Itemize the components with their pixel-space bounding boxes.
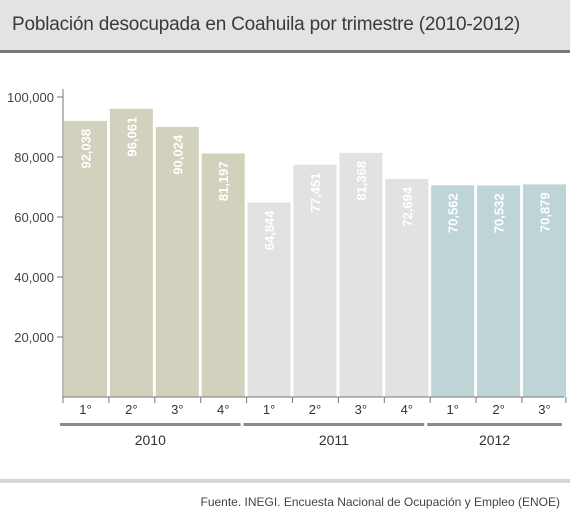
value-label: 92,038 bbox=[79, 129, 94, 169]
y-tick-label: 80,000 bbox=[14, 150, 54, 165]
y-tick-label: 20,000 bbox=[14, 330, 54, 345]
source-note: Fuente. INEGI. Encuesta Nacional de Ocup… bbox=[200, 495, 560, 509]
bar bbox=[523, 184, 566, 397]
bar bbox=[385, 178, 429, 397]
value-label: 72,694 bbox=[400, 186, 415, 227]
value-label: 70,562 bbox=[446, 193, 461, 233]
bar bbox=[247, 202, 291, 397]
bar bbox=[431, 185, 475, 397]
bar bbox=[293, 164, 337, 397]
x-tick-label: 1° bbox=[263, 402, 275, 417]
value-label: 70,532 bbox=[492, 193, 507, 233]
title-band: Población desocupada en Coahuila por tri… bbox=[0, 0, 570, 53]
x-tick-label: 3° bbox=[355, 402, 367, 417]
x-tick-label: 1° bbox=[446, 402, 458, 417]
footer-band: Fuente. INEGI. Encuesta Nacional de Ocup… bbox=[0, 479, 570, 524]
y-tick-label: 60,000 bbox=[14, 210, 54, 225]
x-axis: 1° 2° 3° 4° 1° 2° 3° 4° 1° 2° 3° 2010 2011 2012 bbox=[60, 396, 567, 448]
x-tick-label: 4° bbox=[217, 402, 229, 417]
group-bracket bbox=[243, 423, 425, 426]
group-label: 2010 bbox=[135, 432, 166, 448]
bar bbox=[201, 153, 245, 397]
bar bbox=[339, 152, 383, 397]
bar bbox=[64, 120, 107, 398]
value-label: 64,844 bbox=[262, 210, 277, 251]
bar bbox=[109, 108, 153, 397]
group-label: 2012 bbox=[479, 432, 510, 448]
group-bracket bbox=[427, 423, 562, 426]
group-label: 2011 bbox=[319, 432, 349, 448]
x-tick-label: 3° bbox=[538, 402, 550, 417]
value-label: 77,451 bbox=[308, 173, 323, 213]
x-tick-label: 1° bbox=[79, 402, 91, 417]
group-bracket bbox=[60, 423, 241, 426]
y-tick-label: 100,000 bbox=[7, 90, 54, 105]
bar bbox=[155, 126, 199, 397]
bars-layer: 92,038 96,061 90,024 81,197 64,844 77,451 81,3… bbox=[64, 108, 566, 398]
value-label: 81,197 bbox=[216, 161, 231, 201]
bar bbox=[477, 185, 521, 397]
y-axis: 20,000 40,000 60,000 80,000 100,000 bbox=[7, 89, 64, 397]
page-title: Población desocupada en Coahuila por tri… bbox=[12, 14, 521, 35]
value-label: 70,879 bbox=[538, 192, 553, 232]
value-label: 90,024 bbox=[170, 134, 185, 175]
x-tick-label: 2° bbox=[492, 402, 504, 417]
y-tick-label: 40,000 bbox=[14, 270, 54, 285]
x-tick-label: 4° bbox=[401, 402, 413, 417]
value-label: 81,368 bbox=[354, 161, 369, 201]
value-label: 96,061 bbox=[124, 117, 139, 157]
bar-chart: 92,038 96,061 90,024 81,197 64,844 77,451 81,3… bbox=[7, 89, 567, 448]
x-tick-label: 2° bbox=[309, 402, 321, 417]
x-tick-label: 3° bbox=[171, 402, 183, 417]
x-tick-label: 2° bbox=[125, 402, 137, 417]
